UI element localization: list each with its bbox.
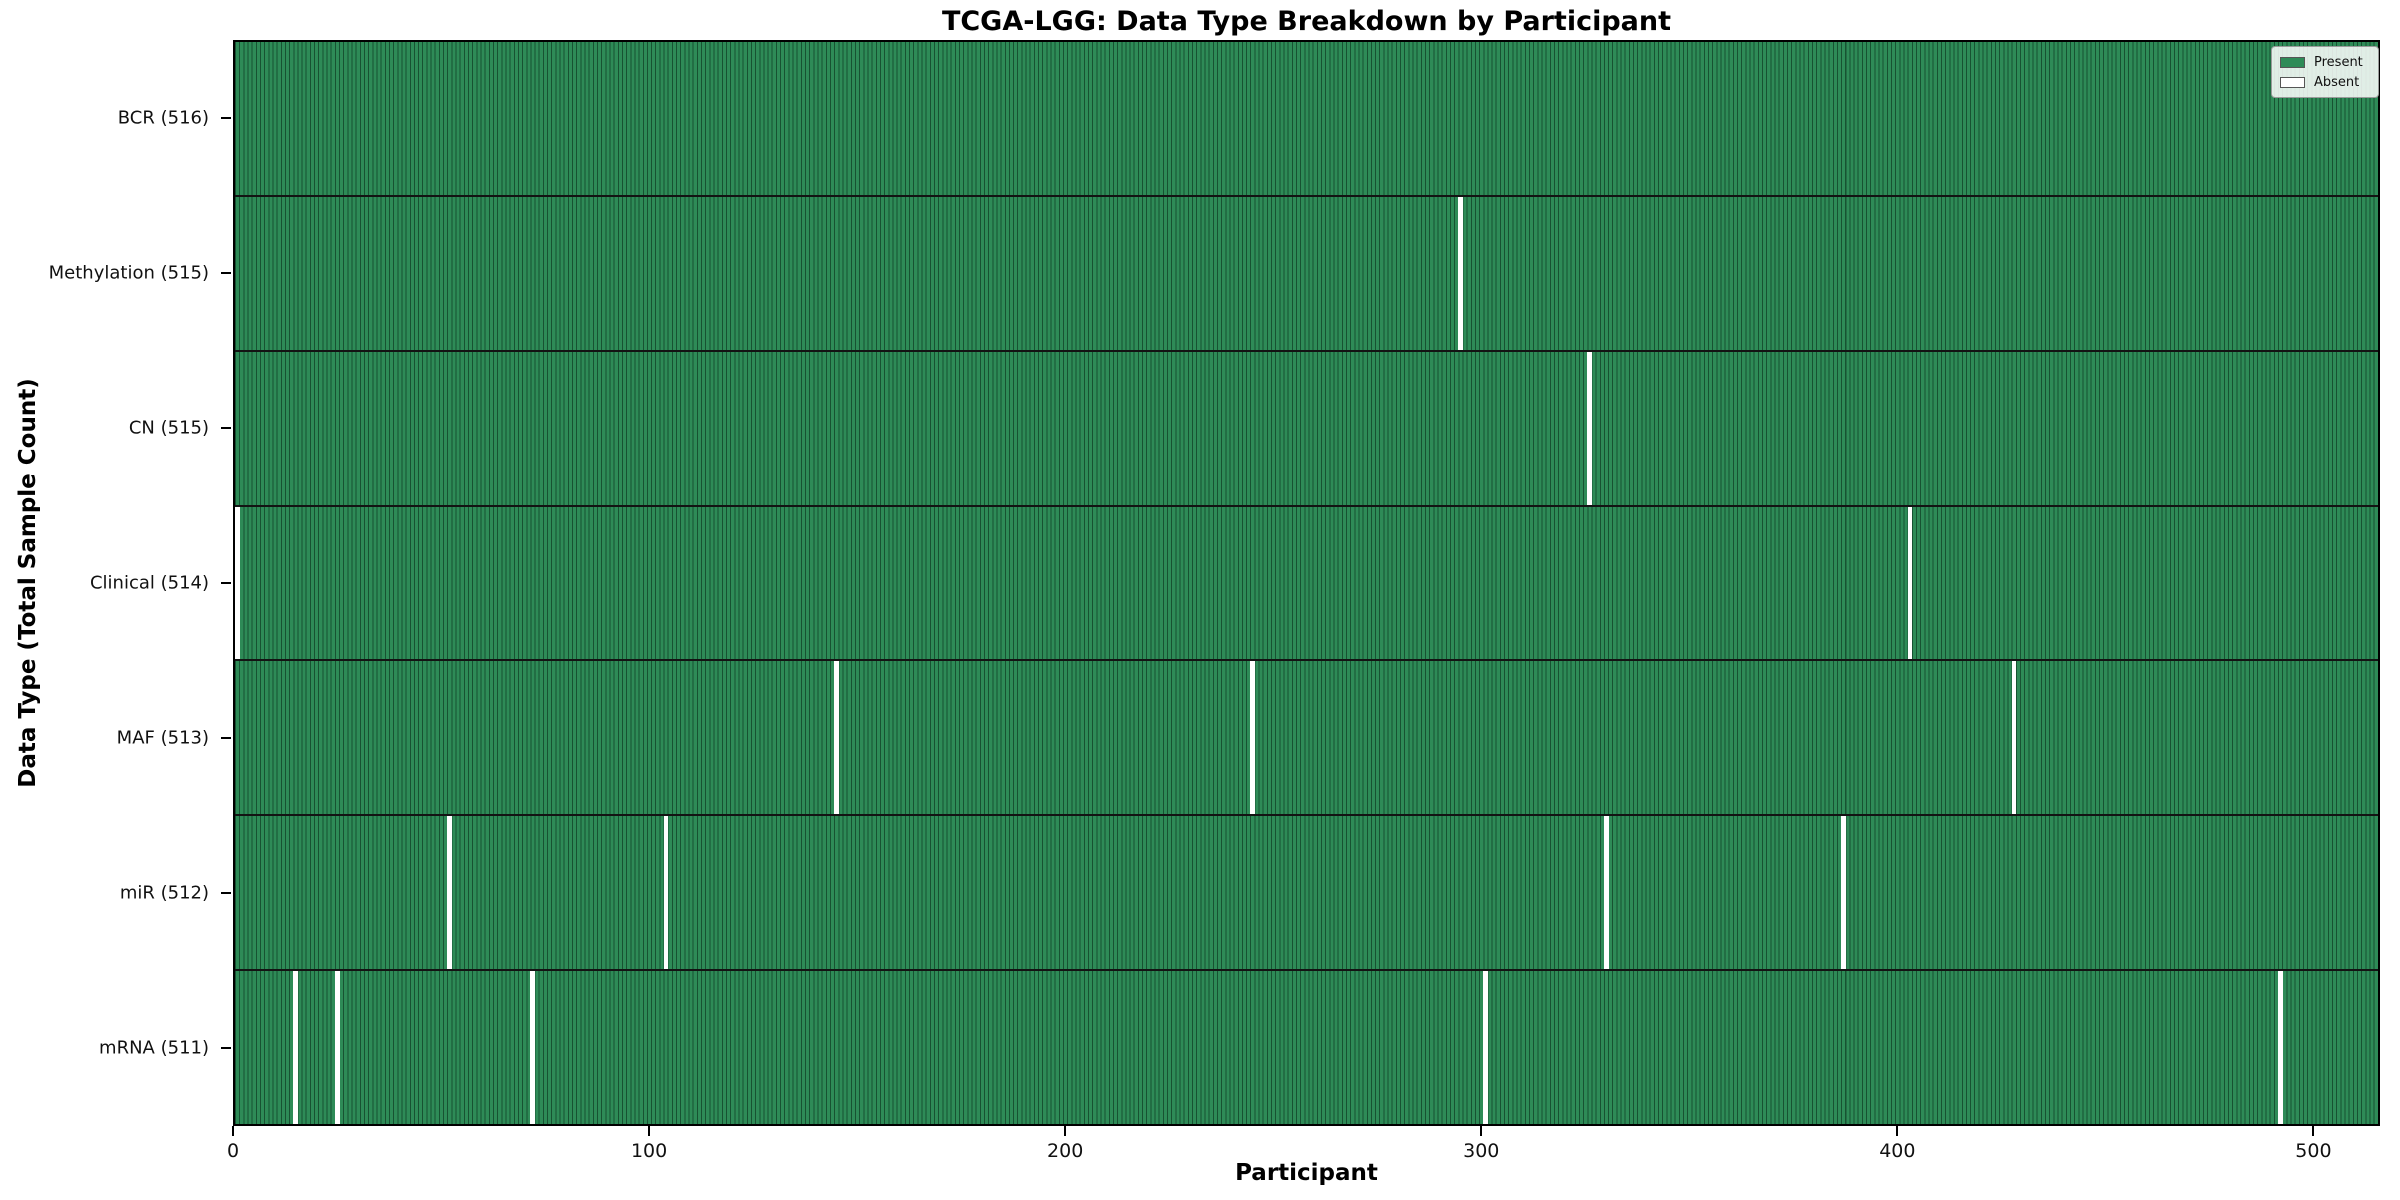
x-tick-mark <box>648 1126 651 1136</box>
x-tick-label: 100 <box>630 1140 668 1162</box>
x-tick-label: 400 <box>1879 1140 1916 1162</box>
absent-marker <box>2277 971 2283 1125</box>
absent-marker <box>834 661 839 815</box>
y-tick-label-MAF: MAF (513) <box>116 727 209 749</box>
y-tick-label-BCR: BCR (516) <box>117 107 209 129</box>
absent-marker <box>293 971 298 1125</box>
x-tick-label: 0 <box>226 1140 240 1162</box>
y-tick-mark <box>221 271 231 274</box>
legend-absent-swatch <box>2280 76 2305 88</box>
x-axis-label: Participant <box>1235 1160 1378 1186</box>
row-band-BCR <box>235 42 2378 195</box>
y-tick-mark <box>221 892 231 895</box>
y-tick-label-Clinical: Clinical (514) <box>89 572 209 594</box>
legend-present-label: Present <box>2314 54 2363 70</box>
y-tick-mark <box>221 116 231 119</box>
legend-present-swatch <box>2280 56 2305 68</box>
absent-marker <box>2011 661 2017 815</box>
absent-marker <box>1603 816 1609 970</box>
absent-marker <box>1907 506 1913 660</box>
absent-marker <box>1250 661 1255 815</box>
x-tick-mark <box>1896 1126 1899 1136</box>
y-tick-mark <box>221 426 231 429</box>
x-tick-label: 500 <box>2295 1140 2332 1162</box>
x-tick-label: 300 <box>1463 1140 1500 1162</box>
x-tick-label: 200 <box>1047 1140 1084 1162</box>
row-band-MAF <box>235 659 2378 815</box>
legend-entry-absent: Absent <box>2280 72 2370 92</box>
legend: Present Absent <box>2271 46 2379 98</box>
absent-marker <box>663 816 669 970</box>
legend-absent-label: Absent <box>2314 74 2360 90</box>
y-tick-label-Methylation: Methylation (515) <box>48 262 209 284</box>
y-tick-mark <box>221 1047 231 1050</box>
y-tick-mark <box>221 582 231 584</box>
y-axis-ticks: BCR (516) Methylation (515) CN (515) Clinic… <box>0 40 233 1126</box>
row-band-Clinical <box>235 504 2378 660</box>
row-band-mRNA <box>235 969 2378 1125</box>
plot-area <box>233 40 2380 1126</box>
absent-marker <box>447 816 452 970</box>
row-band-CN <box>235 349 2378 505</box>
absent-marker <box>334 971 340 1125</box>
absent-marker <box>1483 971 1488 1125</box>
y-tick-label-miR: miR (512) <box>119 882 209 904</box>
y-tick-mark <box>221 737 231 740</box>
x-tick-mark <box>2312 1126 2315 1136</box>
chart-title: TCGA-LGG: Data Type Breakdown by Partici… <box>941 6 1672 37</box>
x-tick-mark <box>1064 1126 1067 1136</box>
absent-marker <box>1458 196 1464 350</box>
absent-marker <box>530 971 536 1125</box>
y-tick-label-CN: CN (515) <box>128 417 209 439</box>
absent-marker <box>235 506 240 660</box>
y-tick-label-mRNA: mRNA (511) <box>99 1037 209 1059</box>
absent-marker <box>1587 351 1593 505</box>
x-axis-ticks: 0 100 200 300 400 500 <box>227 1126 2380 1190</box>
x-tick-mark <box>232 1126 234 1136</box>
row-band-Methylation <box>235 194 2378 350</box>
absent-marker <box>1841 816 1846 970</box>
x-tick-mark <box>1480 1126 1483 1136</box>
row-band-miR <box>235 814 2378 970</box>
legend-entry-present: Present <box>2280 52 2370 72</box>
